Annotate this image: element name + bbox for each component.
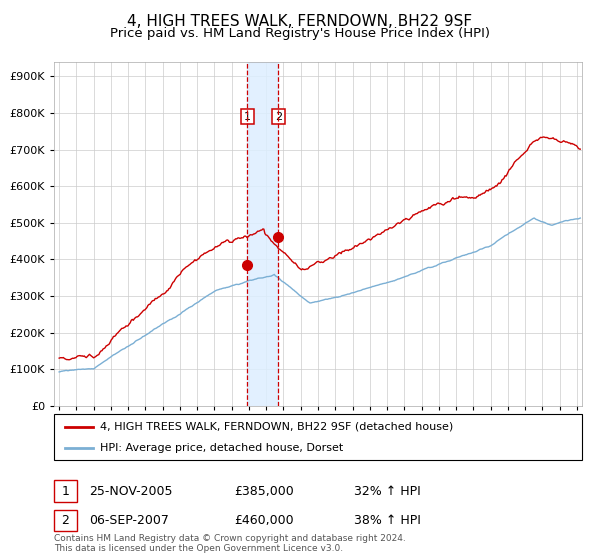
Text: 32% ↑ HPI: 32% ↑ HPI xyxy=(354,484,421,498)
Text: 2: 2 xyxy=(275,111,282,122)
Text: 2: 2 xyxy=(61,514,70,528)
Text: 1: 1 xyxy=(244,111,251,122)
Text: Price paid vs. HM Land Registry's House Price Index (HPI): Price paid vs. HM Land Registry's House … xyxy=(110,27,490,40)
Text: £385,000: £385,000 xyxy=(234,484,294,498)
Text: Contains HM Land Registry data © Crown copyright and database right 2024.
This d: Contains HM Land Registry data © Crown c… xyxy=(54,534,406,553)
Text: 4, HIGH TREES WALK, FERNDOWN, BH22 9SF: 4, HIGH TREES WALK, FERNDOWN, BH22 9SF xyxy=(127,14,473,29)
Text: 4, HIGH TREES WALK, FERNDOWN, BH22 9SF (detached house): 4, HIGH TREES WALK, FERNDOWN, BH22 9SF (… xyxy=(100,422,454,432)
Text: £460,000: £460,000 xyxy=(234,514,293,528)
Text: 1: 1 xyxy=(61,484,70,498)
Text: 38% ↑ HPI: 38% ↑ HPI xyxy=(354,514,421,528)
Text: 06-SEP-2007: 06-SEP-2007 xyxy=(89,514,169,528)
Bar xyxy=(247,62,278,406)
Text: HPI: Average price, detached house, Dorset: HPI: Average price, detached house, Dors… xyxy=(100,443,343,453)
Text: 25-NOV-2005: 25-NOV-2005 xyxy=(89,484,172,498)
